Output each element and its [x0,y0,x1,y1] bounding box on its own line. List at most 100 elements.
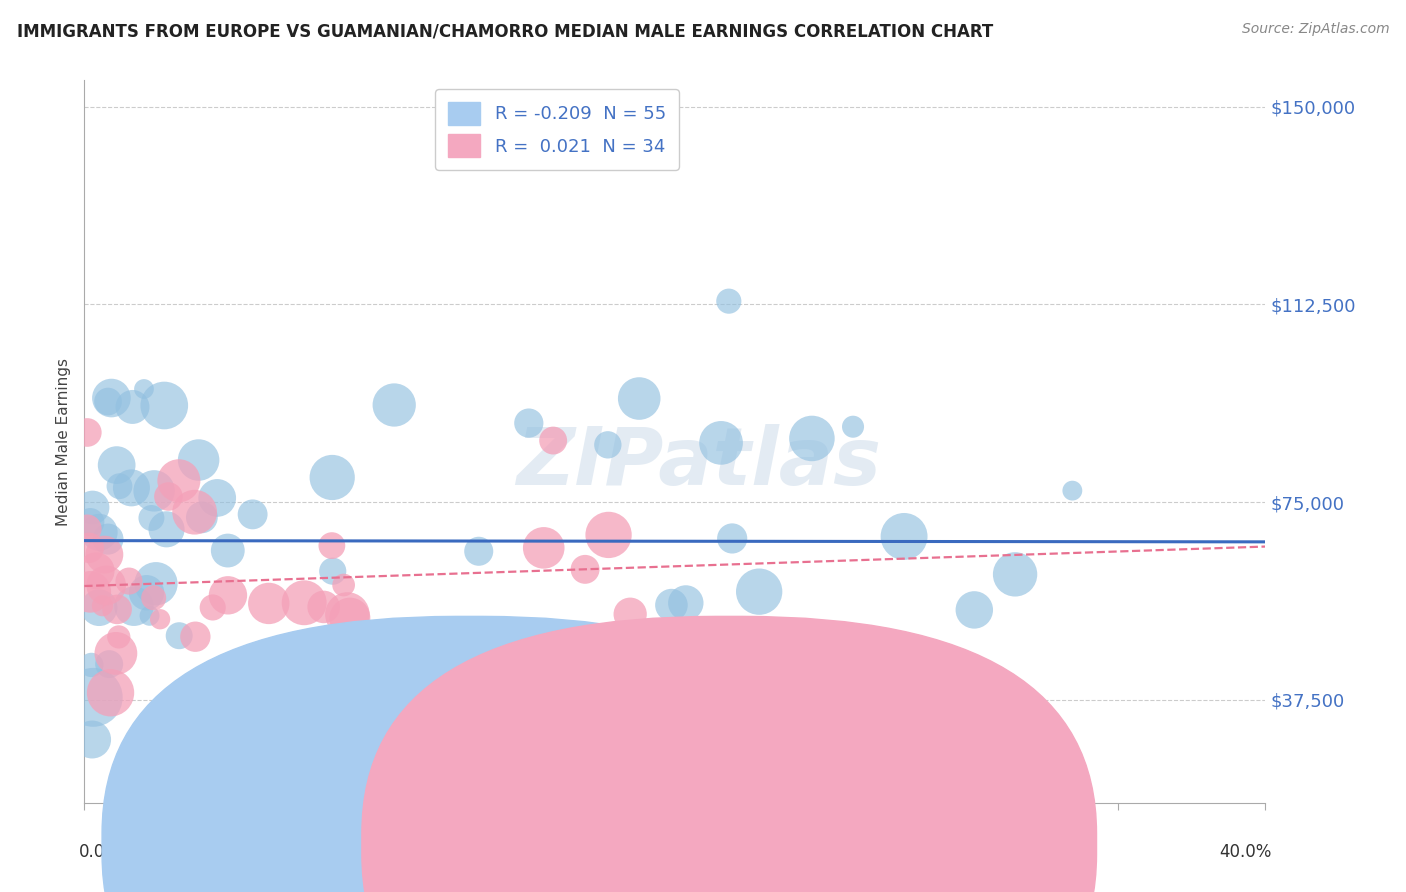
Text: Guamanians/Chamorros: Guamanians/Chamorros [748,837,932,852]
Point [135,585,157,599]
Point [217,588,239,602]
Point [242,508,264,522]
Point [100,391,122,405]
Point [107,630,129,644]
Point [229,732,252,747]
Point [191,510,214,524]
Point [963,603,986,617]
Point [96,578,118,592]
FancyBboxPatch shape [361,616,1097,892]
Point [93,548,115,562]
Point [717,294,740,309]
Y-axis label: Median Male Earnings: Median Male Earnings [56,358,72,525]
Point [82,690,104,705]
Point [574,562,596,576]
Point [138,608,160,623]
Point [143,483,166,498]
Point [79,515,101,529]
Point [89,525,111,540]
Point [100,686,122,700]
Text: Immigrants from Europe: Immigrants from Europe [488,837,675,852]
Point [82,500,104,515]
Point [77,541,100,555]
Point [842,419,865,434]
Point [312,599,335,614]
Text: Source: ZipAtlas.com: Source: ZipAtlas.com [1241,22,1389,37]
Point [149,612,172,626]
Point [912,675,935,690]
Point [98,657,121,672]
Point [157,490,180,504]
Point [97,532,120,546]
Point [183,505,205,519]
Point [76,522,98,536]
Point [121,400,143,414]
Point [80,657,103,672]
Point [91,599,114,613]
Point [205,491,228,505]
Point [145,576,167,591]
Point [322,564,344,578]
Point [292,596,315,610]
Text: IMMIGRANTS FROM EUROPE VS GUAMANIAN/CHAMORRO MEDIAN MALE EARNINGS CORRELATION CH: IMMIGRANTS FROM EUROPE VS GUAMANIAN/CHAM… [17,22,993,40]
Point [122,599,145,614]
Point [153,399,176,413]
Point [201,600,224,615]
Point [596,438,619,452]
Point [517,416,540,430]
Point [981,731,1004,746]
Point [104,647,127,661]
Point [84,564,107,578]
Point [321,539,343,553]
Point [800,432,823,446]
Point [167,474,190,488]
Point [710,436,733,450]
Point [187,453,209,467]
Point [79,585,101,599]
Point [675,596,697,610]
Point [80,732,103,747]
Point [118,574,141,588]
Point [721,532,744,546]
Point [339,611,361,625]
Point [533,541,555,555]
Text: 40.0%: 40.0% [1219,843,1271,861]
Point [628,392,651,406]
Point [257,596,280,610]
Point [76,425,98,440]
Point [97,394,120,409]
Point [332,578,354,592]
Point [893,529,915,543]
Point [336,607,359,622]
Point [105,602,128,616]
Point [619,607,641,622]
Point [321,470,343,484]
Point [155,522,177,536]
FancyBboxPatch shape [103,616,837,892]
Point [108,479,131,493]
Point [87,600,111,615]
Text: 0.0%: 0.0% [79,843,121,861]
Point [141,511,163,525]
Point [149,731,172,746]
Point [467,544,489,558]
Point [1062,483,1084,498]
Point [322,714,344,728]
Point [120,481,142,495]
Point [1004,567,1026,582]
Point [661,598,683,612]
Point [711,732,734,747]
Point [541,434,564,448]
Point [184,630,207,644]
Point [748,584,770,599]
Point [350,648,373,662]
Point [142,591,165,605]
Point [132,382,155,396]
Point [105,458,128,472]
Point [167,629,190,643]
Point [217,543,239,558]
Text: ZIPatlas: ZIPatlas [516,425,882,502]
Legend: R = -0.209  N = 55, R =  0.021  N = 34: R = -0.209 N = 55, R = 0.021 N = 34 [434,89,679,170]
Point [598,528,620,542]
Point [382,398,405,412]
